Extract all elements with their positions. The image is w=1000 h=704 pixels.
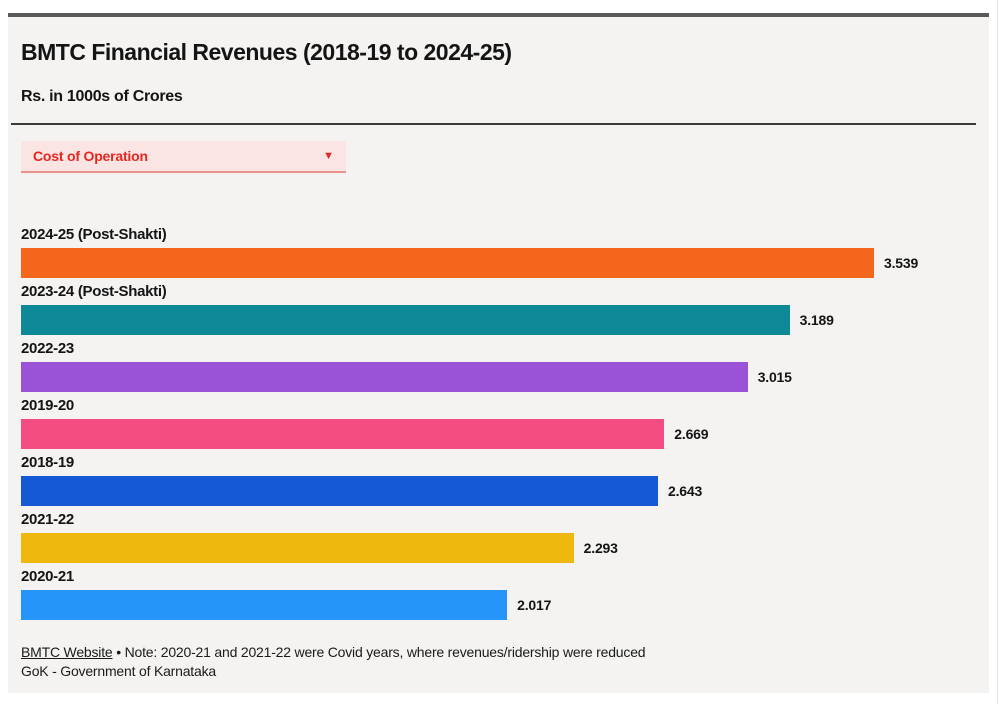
bar-track: 3.539 xyxy=(21,248,918,278)
bar[interactable] xyxy=(21,419,665,449)
bar-value-label: 3.539 xyxy=(884,255,919,271)
bar-track: 3.015 xyxy=(21,362,874,392)
bar-track: 2.293 xyxy=(21,533,874,563)
footer-note: Note: 2020-21 and 2021-22 were Covid yea… xyxy=(124,644,646,660)
bar-row: 2022-23 3.015 xyxy=(21,339,976,392)
bar-category-label: 2021-22 xyxy=(21,511,74,528)
bar-value-label: 2.293 xyxy=(583,540,618,556)
footer-attribution: GoK - Government of Karnataka xyxy=(21,663,216,679)
metric-dropdown-value: Cost of Operation xyxy=(33,148,148,164)
window-edge-line xyxy=(997,0,998,704)
bar-category-label: 2022-23 xyxy=(21,340,74,357)
bar-row: 2021-22 2.293 xyxy=(21,510,976,563)
bar[interactable] xyxy=(21,590,508,620)
bar-value-label: 2.017 xyxy=(517,597,552,613)
bar-category-label: 2018-19 xyxy=(21,454,74,471)
page-subtitle: Rs. in 1000s of Crores xyxy=(21,88,183,105)
bar-category-label: 2019-20 xyxy=(21,397,74,414)
bar-value-label: 3.015 xyxy=(757,369,792,385)
bar-row: 2023-24 (Post-Shakti) 3.189 xyxy=(21,282,976,335)
bar-track: 3.189 xyxy=(21,305,874,335)
source-link[interactable]: BMTC Website xyxy=(21,644,113,660)
bar-value-label: 2.643 xyxy=(668,483,703,499)
bar-row: 2019-20 2.669 xyxy=(21,396,976,449)
bar-category-label: 2023-24 (Post-Shakti) xyxy=(21,283,167,300)
bar-track: 2.669 xyxy=(21,419,874,449)
bar[interactable] xyxy=(21,533,574,563)
bar[interactable] xyxy=(21,362,748,392)
header-divider xyxy=(11,123,976,125)
bar-value-label: 3.189 xyxy=(799,312,834,328)
bar[interactable] xyxy=(21,305,790,335)
bar-track: 2.017 xyxy=(21,590,874,620)
metric-dropdown[interactable]: Cost of Operation ▼ xyxy=(21,141,346,173)
bar[interactable] xyxy=(21,476,659,506)
bar-chart: 2024-25 (Post-Shakti) 3.539 2023-24 (Post-… xyxy=(21,225,976,620)
bar-track: 2.643 xyxy=(21,476,874,506)
chart-panel: BMTC Financial Revenues (2018-19 to 2024… xyxy=(8,13,989,693)
bar-category-label: 2024-25 (Post-Shakti) xyxy=(21,226,167,243)
page-title: BMTC Financial Revenues (2018-19 to 2024… xyxy=(21,39,512,65)
chevron-down-icon: ▼ xyxy=(323,149,334,162)
bar-category-label: 2020-21 xyxy=(21,568,74,585)
bar[interactable] xyxy=(21,248,874,278)
footer-separator: • xyxy=(116,644,121,660)
bar-value-label: 2.669 xyxy=(674,426,709,442)
bar-row: 2024-25 (Post-Shakti) 3.539 xyxy=(21,225,976,278)
bar-row: 2018-19 2.643 xyxy=(21,453,976,506)
chart-footer: BMTC Website • Note: 2020-21 and 2021-22… xyxy=(21,643,976,681)
bar-row: 2020-21 2.017 xyxy=(21,567,976,620)
footer-line-1: BMTC Website • Note: 2020-21 and 2021-22… xyxy=(21,643,976,662)
